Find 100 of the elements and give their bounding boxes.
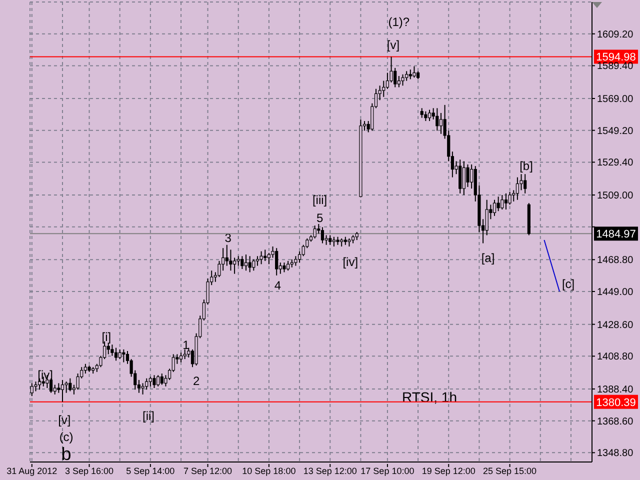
x-tick-label: 3 Sep 16:00 bbox=[64, 466, 114, 476]
annotation: 4 bbox=[274, 278, 282, 292]
candlestick bbox=[244, 254, 248, 272]
candlestick bbox=[30, 382, 34, 397]
x-tick-label: 17 Sep 10:00 bbox=[360, 466, 414, 476]
candlestick bbox=[60, 379, 64, 402]
y-tick-label: 1468.80 bbox=[597, 255, 634, 266]
y-tick-label: 1549.20 bbox=[597, 126, 634, 137]
annotation: 1 bbox=[182, 338, 190, 352]
annotation: [a] bbox=[481, 251, 495, 265]
ref-line-label: 1380.39 bbox=[596, 396, 636, 409]
y-tick-label: 1609.20 bbox=[597, 29, 634, 40]
candlestick bbox=[240, 256, 244, 270]
candlestick bbox=[424, 110, 428, 122]
candlestick bbox=[225, 244, 228, 266]
candlestick bbox=[516, 176, 519, 200]
candlestick bbox=[386, 72, 390, 90]
x-tick-label: 5 Sep 14:00 bbox=[126, 466, 175, 476]
candlestick bbox=[412, 66, 416, 78]
candlestick bbox=[256, 256, 260, 266]
candlestick bbox=[397, 75, 400, 88]
x-tick-label: 10 Sep 18:00 bbox=[242, 466, 296, 476]
candlestick bbox=[294, 256, 298, 266]
candlestick bbox=[436, 108, 439, 132]
candlestick bbox=[34, 381, 38, 392]
candlestick bbox=[524, 174, 527, 194]
candlestick bbox=[152, 374, 156, 389]
candlestick bbox=[183, 348, 186, 360]
x-tick-label: 25 Sep 15:00 bbox=[483, 466, 537, 476]
candlestick bbox=[492, 199, 496, 216]
candlestick bbox=[179, 352, 183, 363]
candlestick bbox=[260, 250, 263, 265]
y-tick-label: 1569.00 bbox=[597, 94, 634, 106]
x-tick-label: 31 Aug 2012 bbox=[6, 466, 58, 476]
y-tick-label: 1348.80 bbox=[597, 448, 634, 460]
candlestick bbox=[248, 256, 252, 273]
candlestick bbox=[382, 80, 386, 98]
candlestick bbox=[229, 249, 232, 272]
candlestick bbox=[485, 199, 488, 236]
candlestick bbox=[408, 69, 412, 80]
candlestick bbox=[84, 363, 87, 374]
candlestick bbox=[439, 112, 443, 134]
candlestick bbox=[282, 262, 286, 273]
candlestick bbox=[313, 225, 316, 239]
candlestick bbox=[332, 236, 336, 247]
candlestick bbox=[462, 160, 466, 196]
candlestick bbox=[405, 70, 408, 82]
annotation: [c] bbox=[562, 277, 575, 291]
candlestick bbox=[232, 257, 236, 274]
candlestick bbox=[500, 194, 504, 210]
y-tick-label: 1449.00 bbox=[597, 287, 634, 298]
candlestick bbox=[122, 348, 126, 363]
candlestick bbox=[458, 159, 462, 194]
annotation: 2 bbox=[192, 374, 200, 388]
annotation: [b] bbox=[520, 159, 533, 173]
annotation: [v] bbox=[386, 38, 400, 52]
y-tick-label: 1388.40 bbox=[597, 384, 634, 396]
candlestick bbox=[156, 374, 160, 387]
candlestick bbox=[236, 256, 240, 266]
annotation: [i] bbox=[102, 330, 112, 344]
candlestick bbox=[286, 260, 290, 272]
candlestick bbox=[252, 258, 256, 272]
x-tick-label: 13 Sep 12:00 bbox=[303, 466, 357, 476]
candlestick bbox=[428, 109, 432, 122]
candlestick bbox=[114, 347, 118, 362]
candlestick bbox=[118, 348, 122, 360]
candlestick bbox=[264, 249, 267, 262]
y-tick-label: 1408.80 bbox=[597, 352, 634, 363]
candlestick bbox=[141, 382, 144, 395]
annotation: (c) bbox=[59, 430, 74, 444]
annotation: b bbox=[61, 444, 72, 464]
x-tick-label: 7 Sep 12:00 bbox=[184, 466, 232, 476]
annotation: [v] bbox=[58, 413, 71, 427]
annotation: [ii] bbox=[142, 409, 155, 423]
y-tick-label: 1428.60 bbox=[597, 320, 634, 331]
annotation: [iii] bbox=[312, 193, 328, 207]
candlestick bbox=[160, 373, 164, 386]
y-tick-label: 1529.40 bbox=[597, 158, 634, 169]
candlestick bbox=[466, 164, 470, 188]
candlestick bbox=[106, 342, 110, 355]
candlestick bbox=[508, 191, 512, 206]
candlestick bbox=[267, 252, 270, 265]
x-tick-label: 19 Sep 12:00 bbox=[422, 466, 476, 476]
candlestick bbox=[275, 248, 278, 276]
candlestick bbox=[57, 382, 60, 394]
y-tick-label: 1589.40 bbox=[597, 61, 634, 72]
candlestick bbox=[401, 74, 404, 86]
candlestick bbox=[110, 344, 114, 356]
candlestick bbox=[68, 378, 72, 392]
annotation: [iv] bbox=[342, 255, 358, 269]
candlestick bbox=[420, 108, 424, 118]
candlestick bbox=[145, 378, 148, 390]
ref-line-label: 1484.97 bbox=[596, 228, 636, 241]
candlestick bbox=[496, 196, 500, 212]
candlestick bbox=[328, 234, 332, 246]
y-tick-label: 1509.00 bbox=[597, 190, 634, 202]
candlestick bbox=[148, 376, 152, 387]
candlestick bbox=[320, 226, 324, 244]
annotation: 5 bbox=[316, 211, 324, 225]
y-tick-label: 1368.60 bbox=[597, 416, 634, 428]
